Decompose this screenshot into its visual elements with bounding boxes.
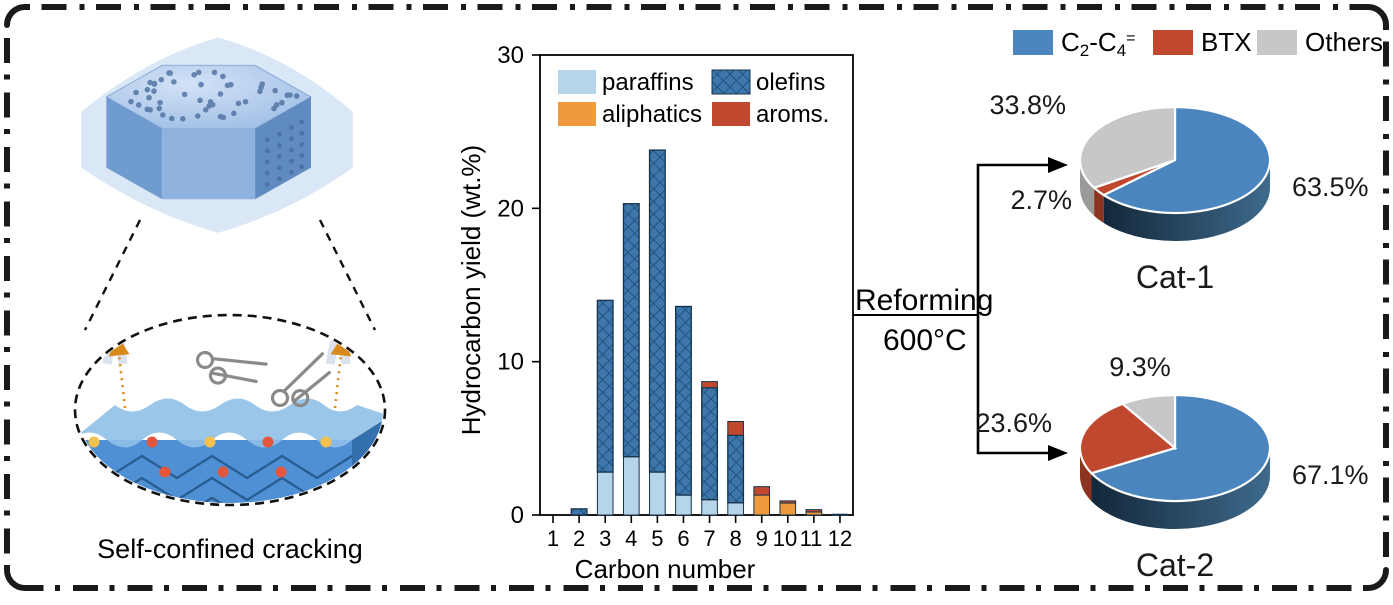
svg-text:12: 12 — [828, 526, 852, 551]
svg-text:20: 20 — [497, 195, 524, 222]
svg-text:Others: Others — [1305, 27, 1383, 57]
svg-text:2: 2 — [573, 526, 585, 551]
svg-text:Self-confined cracking: Self-confined cracking — [97, 534, 363, 564]
svg-text:8: 8 — [729, 526, 741, 551]
svg-text:23.6%: 23.6% — [975, 408, 1052, 438]
svg-text:C2-C4=: C2-C4= — [1061, 27, 1136, 60]
svg-text:30: 30 — [497, 42, 524, 69]
svg-text:0: 0 — [511, 502, 524, 529]
svg-text:7: 7 — [703, 526, 715, 551]
svg-text:4: 4 — [625, 526, 637, 551]
svg-text:2.7%: 2.7% — [1010, 185, 1072, 215]
svg-text:Cat-1: Cat-1 — [1136, 259, 1214, 295]
svg-text:Carbon number: Carbon number — [575, 554, 756, 584]
svg-text:9: 9 — [756, 526, 768, 551]
svg-text:67.1%: 67.1% — [1292, 460, 1369, 490]
svg-text:10: 10 — [497, 349, 524, 376]
svg-text:9.3%: 9.3% — [1109, 352, 1171, 382]
svg-text:olefins: olefins — [756, 69, 825, 96]
svg-text:63.5%: 63.5% — [1292, 172, 1369, 202]
svg-text:11: 11 — [800, 526, 823, 551]
svg-text:600°C: 600°C — [883, 324, 967, 357]
svg-text:10: 10 — [773, 526, 797, 551]
svg-text:3: 3 — [599, 526, 611, 551]
svg-text:Hydrocarbon yield (wt.%): Hydrocarbon yield (wt.%) — [456, 145, 486, 435]
svg-text:BTX: BTX — [1201, 27, 1252, 57]
svg-text:Cat-2: Cat-2 — [1136, 547, 1214, 583]
svg-text:6: 6 — [677, 526, 689, 551]
svg-text:paraffins: paraffins — [602, 69, 694, 96]
svg-text:aliphatics: aliphatics — [602, 101, 702, 128]
svg-text:5: 5 — [651, 526, 663, 551]
svg-text:33.8%: 33.8% — [989, 90, 1066, 120]
svg-text:1: 1 — [547, 526, 559, 551]
svg-text:aroms.: aroms. — [756, 101, 829, 128]
